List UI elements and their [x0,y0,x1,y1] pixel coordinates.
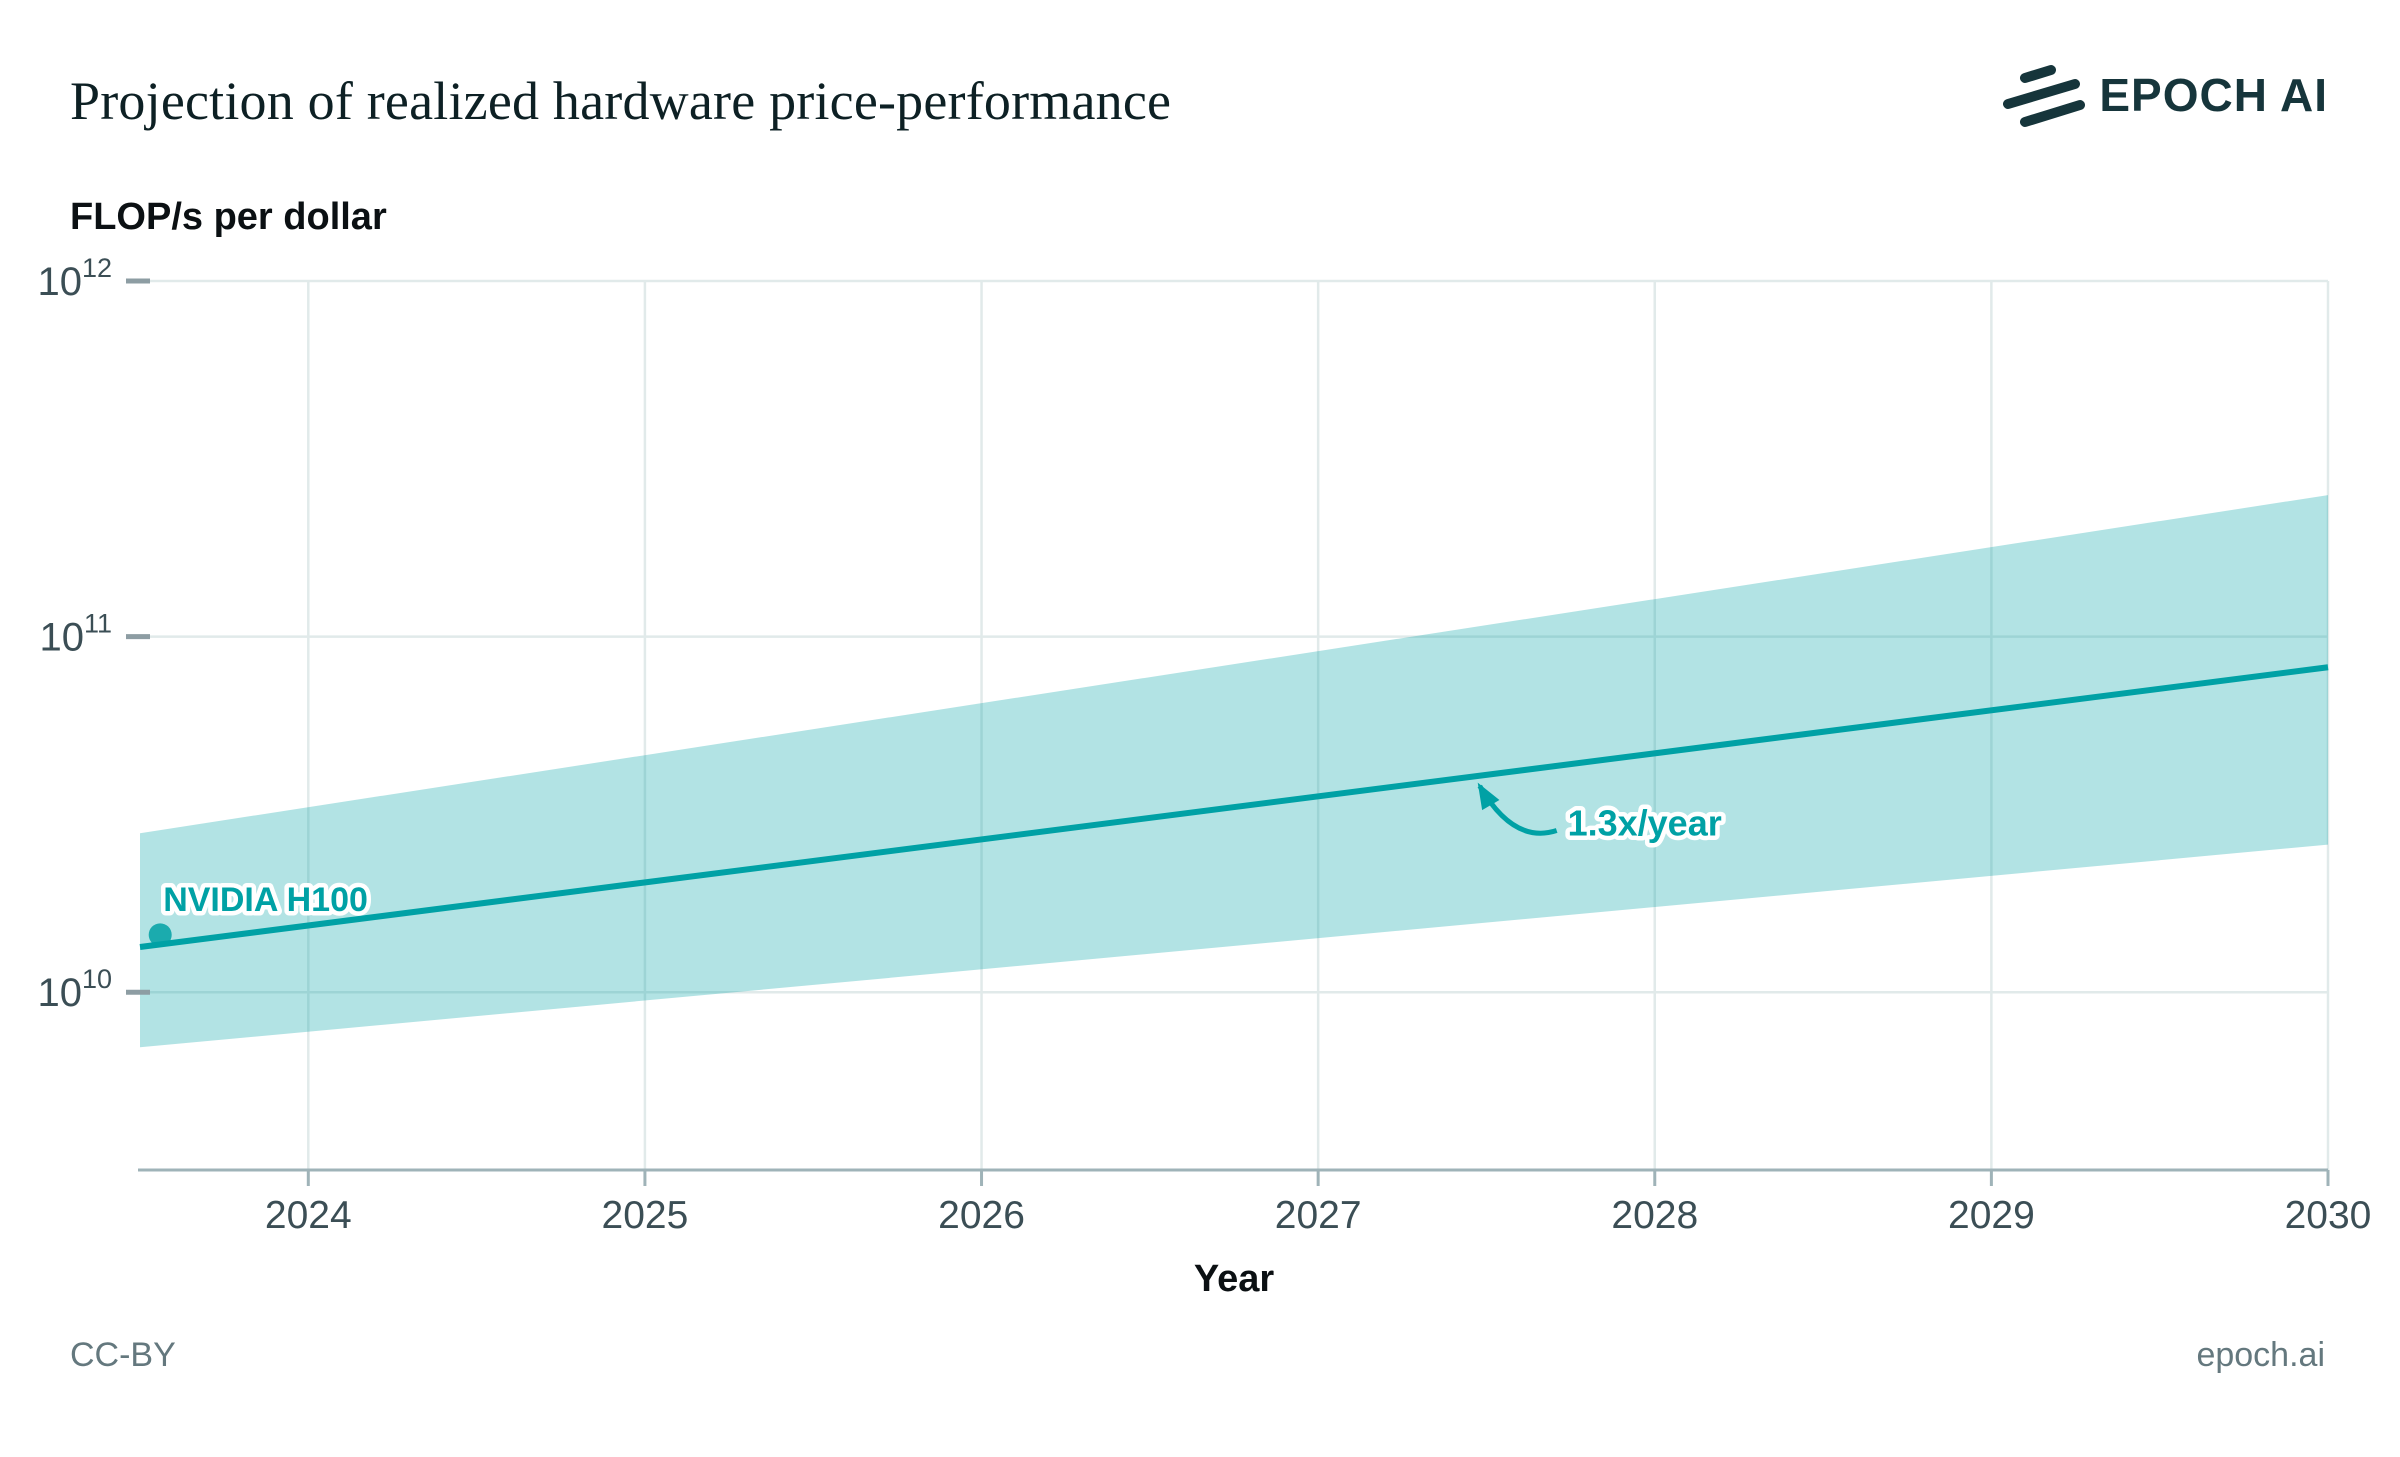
site-link: epoch.ai [2196,1336,2325,1374]
x-tick-label-2024: 2024 [265,1194,352,1237]
epoch-ai-brand: EPOCH AI [2001,62,2328,128]
page-title: Projection of realized hardware price-pe… [70,71,1172,131]
x-tick-label-2026: 2026 [938,1194,1025,1237]
y-axis-title: FLOP/s per dollar [70,196,387,238]
epoch-ai-logo-icon [2003,65,2086,127]
annotation-arrowhead [1477,782,1500,811]
trend-line [139,664,2329,950]
x-tick-label-2025: 2025 [602,1194,689,1237]
x-tick-label-2029: 2029 [1948,1194,2035,1237]
h100-point-label: NVIDIA H100 [163,881,368,919]
x-tick-label-2027: 2027 [1275,1194,1362,1237]
growth-rate-label: 1.3x/year [1568,803,1722,844]
brand-wordmark: EPOCH AI [2099,69,2328,121]
x-tick-label-2028: 2028 [1611,1194,1698,1237]
h100-point [148,923,172,947]
y-tick-label-1e12: 1012 [37,253,112,304]
x-tick-label-2030: 2030 [2285,1194,2372,1237]
confidence-band [140,495,2328,1048]
x-axis-title: Year [1193,1258,1275,1300]
y-tick-label-1e10: 1010 [37,964,112,1015]
y-tick-label-1e11: 1011 [39,609,112,660]
license-text: CC-BY [70,1336,176,1374]
